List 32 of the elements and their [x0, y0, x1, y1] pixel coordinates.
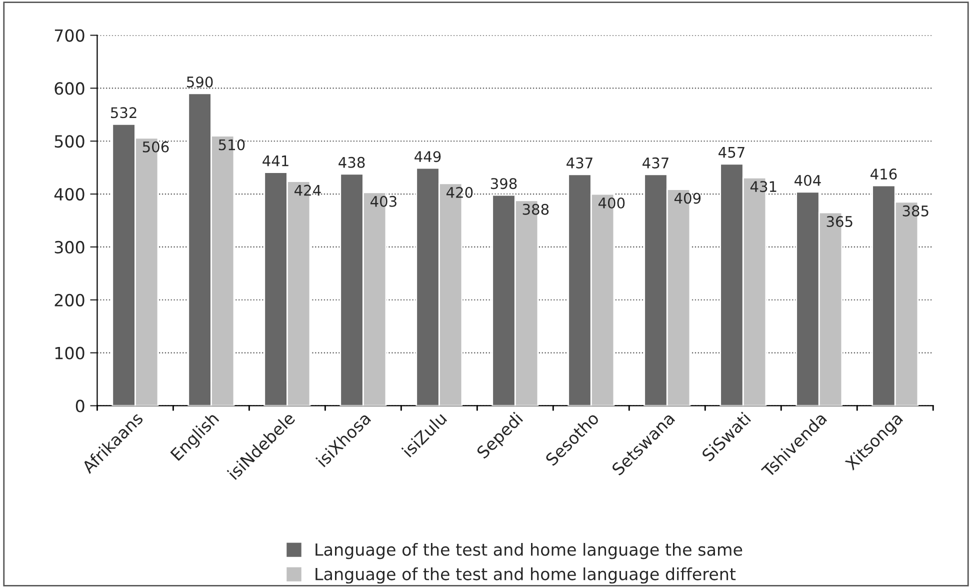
data-label: 457: [718, 147, 744, 158]
y-tick-label: 400: [54, 188, 84, 201]
data-label: 532: [111, 107, 136, 118]
data-label: 437: [642, 157, 668, 168]
y-tick-label: 200: [54, 294, 84, 306]
data-label: 388: [522, 204, 549, 215]
data-label: 398: [490, 178, 517, 190]
data-label: 438: [338, 156, 365, 168]
data-label: 431: [750, 181, 776, 192]
data-label: 441: [262, 156, 288, 166]
y-tick-label: 600: [54, 82, 84, 95]
data-label: 385: [902, 205, 928, 216]
legend-label: Language of the test and home language the same: [316, 542, 742, 560]
data-label: 365: [826, 216, 852, 228]
data-label: 420: [446, 186, 473, 198]
data-label: 449: [414, 151, 441, 162]
data-label: 437: [566, 157, 592, 168]
y-tick-label: 500: [54, 135, 84, 148]
data-label: 510: [218, 139, 245, 150]
data-label: 506: [142, 141, 169, 152]
data-label: 590: [187, 76, 213, 88]
y-tick-label: 100: [55, 346, 84, 360]
y-tick-label: 700: [54, 29, 84, 42]
data-label: 404: [794, 174, 821, 186]
data-label: 424: [294, 184, 321, 196]
y-tick-label: 0: [76, 400, 84, 412]
data-label: 416: [870, 168, 897, 180]
y-tick-label: 300: [54, 240, 84, 254]
legend-label: Language of the test and home language different: [316, 567, 736, 584]
data-label: 400: [598, 197, 625, 209]
data-label: 409: [674, 192, 701, 204]
data-label: 403: [370, 196, 396, 207]
